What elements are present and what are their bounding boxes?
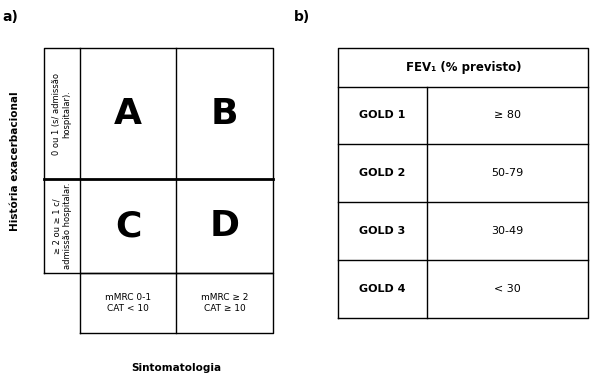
Text: 30-49: 30-49 <box>492 226 524 236</box>
Text: B: B <box>210 97 238 131</box>
Text: A: A <box>114 97 142 131</box>
Text: 0 ou 1 (s/ admissão
hospitalar).: 0 ou 1 (s/ admissão hospitalar). <box>52 73 72 154</box>
Text: < 30: < 30 <box>495 284 521 294</box>
Text: 50-79: 50-79 <box>492 168 524 178</box>
Text: C: C <box>115 209 141 243</box>
Text: a): a) <box>3 10 19 23</box>
Text: GOLD 2: GOLD 2 <box>359 168 405 178</box>
Text: História exacerbacional: História exacerbacional <box>10 91 20 231</box>
Text: mMRC 0-1
CAT < 10: mMRC 0-1 CAT < 10 <box>105 293 151 313</box>
Text: ≥ 2 ou ≥ 1 c/
admissão hospitalar.: ≥ 2 ou ≥ 1 c/ admissão hospitalar. <box>52 183 72 270</box>
Text: FEV₁ (% previsto): FEV₁ (% previsto) <box>405 61 521 74</box>
Text: mMRC ≥ 2
CAT ≥ 10: mMRC ≥ 2 CAT ≥ 10 <box>201 293 248 313</box>
Text: D: D <box>209 209 239 243</box>
Text: Sintomatologia: Sintomatologia <box>132 363 221 373</box>
Text: ≥ 80: ≥ 80 <box>494 110 521 121</box>
Text: GOLD 1: GOLD 1 <box>359 110 405 121</box>
Text: GOLD 4: GOLD 4 <box>359 284 405 294</box>
Text: GOLD 3: GOLD 3 <box>359 226 405 236</box>
Text: b): b) <box>294 10 310 23</box>
